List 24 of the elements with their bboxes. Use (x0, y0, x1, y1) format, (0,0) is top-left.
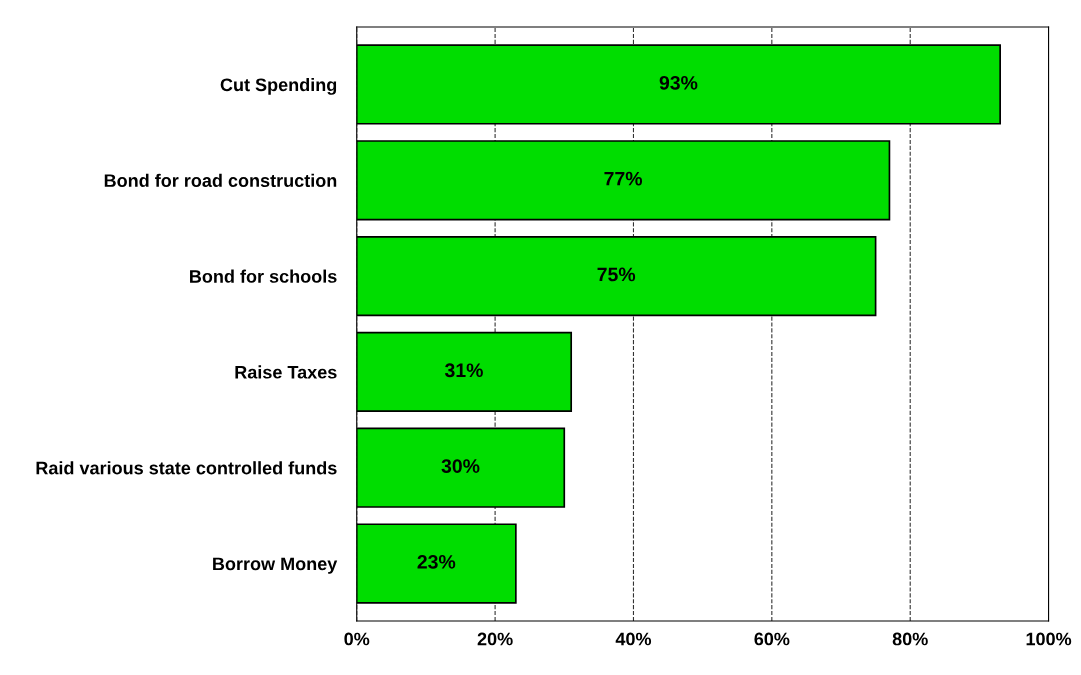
data-label: 93% (659, 75, 698, 90)
y-tick-label: Borrow Money (213, 557, 338, 574)
x-tick-label: 80% (892, 632, 928, 646)
bar (356, 140, 891, 221)
data-label: 75% (597, 267, 636, 282)
x-tick-label: 60% (754, 632, 790, 646)
bar (356, 523, 517, 604)
y-tick-label: Cut Spending (220, 77, 337, 95)
y-tick-label: Bond for schools (190, 269, 337, 283)
x-tick-label: 40% (615, 632, 652, 646)
data-label: 77% (604, 171, 643, 186)
bar (356, 44, 1001, 125)
y-tick-label: Raise Taxes (235, 365, 337, 379)
y-tick-label: Raid various state controlled funds (36, 461, 337, 475)
bar (356, 427, 566, 508)
bar (356, 331, 573, 413)
y-tick-label: Bond for road construction (104, 173, 337, 188)
x-tick-label: 20% (477, 632, 513, 646)
bar (356, 235, 877, 317)
x-tick-label: 0% (344, 632, 370, 646)
data-label: 30% (441, 459, 480, 473)
data-label: 31% (444, 363, 483, 378)
data-label: 23% (417, 554, 456, 569)
x-tick-label: 100% (1026, 632, 1072, 646)
